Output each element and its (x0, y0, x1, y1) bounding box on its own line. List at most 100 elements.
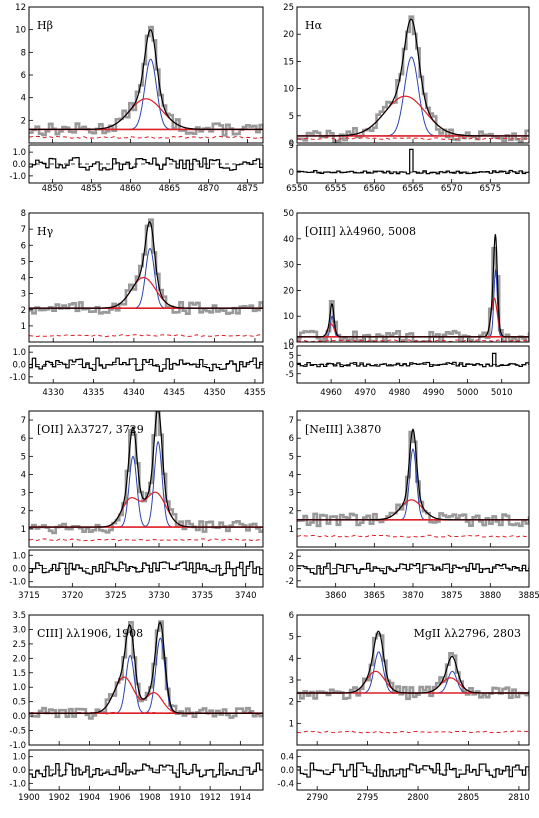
x-tick-label: 4355 (244, 388, 266, 398)
y-tick-label: 4 (289, 654, 294, 664)
residual-y-tick-label: 0.0 (12, 766, 26, 776)
narrow-component (29, 637, 263, 714)
y-tick-label: 0.5 (12, 698, 26, 708)
y-tick-label: 7 (21, 416, 26, 426)
other-component-dashed (29, 538, 263, 542)
y-tick-label: 50 (283, 209, 294, 219)
x-tick-label: 4870 (198, 184, 220, 194)
residual-spectrum (29, 762, 263, 778)
x-tick-label: 1912 (199, 793, 221, 803)
y-tick-label: 3 (289, 676, 294, 686)
y-tick-label: 6 (289, 611, 294, 621)
y-tick-label: 2.0 (12, 654, 26, 664)
x-tick-label: 3875 (441, 591, 463, 601)
x-tick-label: 1906 (109, 793, 131, 803)
y-tick-label: 6 (21, 434, 26, 444)
other-component-dashed (297, 730, 529, 734)
x-tick-label: 1914 (230, 793, 252, 803)
y-tick-label: 2 (21, 507, 26, 517)
x-tick-label: 2805 (458, 793, 480, 803)
x-tick-label: 3730 (148, 591, 170, 601)
x-tick-label: 1908 (139, 793, 161, 803)
data-spectrum (29, 620, 263, 720)
other-component-dashed (297, 137, 529, 141)
x-tick-label: 2800 (407, 793, 429, 803)
broad-component (297, 95, 529, 137)
y-tick-label: 3 (21, 290, 26, 300)
x-tick-label: 3880 (480, 591, 502, 601)
panel-title: [OIII] λλ4960, 5008 (305, 225, 416, 238)
residual-y-tick-label: 1.0 (12, 348, 26, 358)
y-tick-label: 20 (283, 286, 294, 296)
x-tick-label: 3865 (364, 591, 386, 601)
other-component-dashed (297, 339, 529, 342)
residual-y-tick-label: 1.0 (12, 753, 26, 763)
y-tick-label: 2 (289, 698, 294, 708)
x-tick-label: 4330 (42, 388, 64, 398)
y-tick-label: 10 (283, 85, 294, 95)
y-tick-label: 15 (283, 57, 294, 67)
y-tick-label: 6 (21, 241, 26, 251)
residual-y-tick-label: -0.4 (277, 779, 294, 789)
y-tick-label: 7 (21, 225, 26, 235)
y-tick-label: 0 (289, 338, 294, 348)
x-tick-label: 3735 (192, 591, 214, 601)
spectrum-panel-6: 1900 1902 1904 1906 1908 1910 1912 1914 -1.0 -0.5… (9, 611, 264, 803)
main-axes-frame (296, 212, 530, 343)
x-tick-label: 4340 (123, 388, 145, 398)
y-tick-label: 1.0 (12, 683, 26, 693)
residual-y-tick-label: 0.0 (280, 766, 294, 776)
spectrum-panel-0: 4850 4855 4860 4865 4870 4875 2 4 6 8 10 12 -1.0 0.0 1… (9, 3, 264, 194)
x-tick-label: 4850 (42, 184, 64, 194)
x-tick-label: 3740 (235, 591, 257, 601)
x-tick-label: 6570 (441, 184, 463, 194)
panel-title: MgII λλ2796, 2803 (414, 627, 521, 640)
residual-y-tick-label: -1.0 (9, 578, 26, 588)
y-tick-label: -0.5 (9, 727, 26, 737)
residual-y-tick-label: 2 (289, 552, 294, 562)
total-model (29, 29, 263, 130)
residual-y-tick-label: -5 (286, 370, 294, 380)
y-tick-label: 5 (21, 452, 26, 462)
x-tick-label: 3870 (402, 591, 424, 601)
total-model (297, 630, 529, 694)
y-tick-label: 25 (283, 3, 294, 13)
x-tick-label: 5000 (457, 388, 479, 398)
panel-title: [OII] λλ3727, 3729 (37, 423, 144, 436)
y-tick-label: 40 (283, 235, 294, 245)
data-spectrum (297, 430, 529, 528)
narrow-component (29, 441, 263, 528)
residual-y-tick-label: 0.0 (12, 361, 26, 371)
y-tick-label: 8 (21, 48, 26, 58)
y-tick-label: 5 (21, 257, 26, 267)
residual-y-tick-label: -1.0 (9, 779, 26, 789)
x-tick-label: 1900 (18, 793, 40, 803)
panel-title: Hγ (37, 225, 54, 238)
x-tick-label: 1902 (48, 793, 70, 803)
residual-spectrum (297, 762, 529, 778)
total-model (29, 621, 263, 714)
y-tick-label: 4 (21, 470, 26, 480)
x-tick-label: 6555 (325, 184, 347, 194)
y-tick-label: 4 (289, 470, 294, 480)
y-tick-label: 30 (283, 261, 294, 271)
residual-y-tick-label: 10 (283, 342, 294, 352)
x-tick-label: 4860 (120, 184, 142, 194)
residual-y-tick-label: 0.4 (280, 753, 294, 763)
other-component-dashed (29, 135, 263, 139)
main-axes-frame (28, 410, 264, 548)
x-tick-label: 3720 (62, 591, 84, 601)
x-tick-label: 3885 (518, 591, 539, 601)
x-tick-label: 6565 (402, 184, 424, 194)
panel-title: Hβ (37, 19, 53, 32)
spectrum-panel-5: 3860 3865 3870 3875 3880 3885 1 2 3 4 5 6 7 -2 0 2 [NeII… (286, 410, 539, 601)
x-tick-label: 2795 (357, 793, 379, 803)
y-tick-label: 1 (289, 525, 294, 535)
y-tick-label: 5 (289, 452, 294, 462)
data-spectrum (297, 632, 529, 701)
x-tick-label: 3725 (105, 591, 127, 601)
x-tick-label: 4990 (423, 388, 445, 398)
y-tick-label: 10 (15, 26, 26, 36)
residual-spectrum (29, 561, 263, 577)
